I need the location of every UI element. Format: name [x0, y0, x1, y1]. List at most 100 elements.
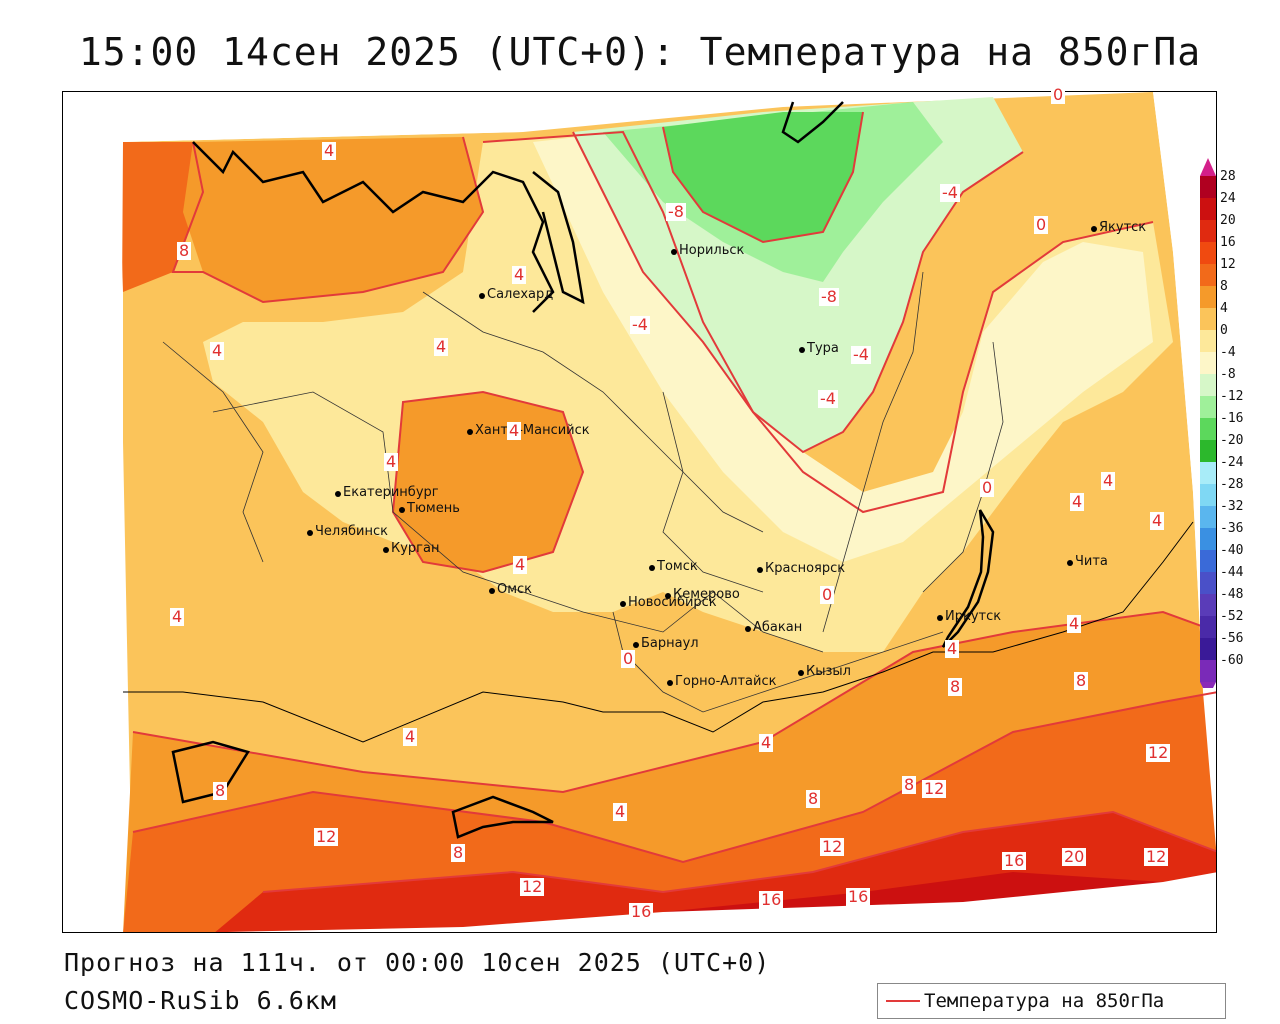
isotherm-value-label: 20	[1062, 847, 1087, 866]
city-label: Красноярск	[765, 561, 846, 576]
city-marker	[671, 249, 677, 255]
isotherm-value-label: 4	[1070, 492, 1085, 511]
isotherm-value-label: 12	[820, 837, 845, 856]
coastline	[781, 101, 844, 144]
colorbar-tick-label: -8	[1220, 367, 1236, 382]
isotherm-value-label: 4	[1101, 471, 1116, 490]
isotherm-value-label: 0	[621, 649, 636, 668]
city-label: Челябинск	[315, 524, 389, 539]
city-label: Кызыл	[806, 664, 851, 679]
isotherm-value-label: 8	[948, 677, 963, 696]
isotherm-value-label: 0	[1034, 215, 1049, 234]
isotherm-value-label: -4	[818, 389, 838, 408]
colorbar-tick-label: -60	[1220, 653, 1244, 668]
city-marker	[757, 567, 763, 573]
legend: Температура на 850гПа	[877, 983, 1226, 1019]
isotherm-value-label: 8	[902, 775, 917, 794]
city-label: Иркутск	[945, 609, 1002, 624]
isotherm-value-label: 8	[177, 241, 192, 260]
city-label: Ханты-Мансийск	[475, 423, 590, 438]
city-marker	[665, 593, 671, 599]
colorbar-swatch	[1200, 484, 1216, 506]
city-marker	[798, 670, 804, 676]
isotherm-line	[262, 810, 1216, 894]
city-marker	[467, 429, 473, 435]
city-label: Омск	[497, 582, 533, 597]
colorbar-tick-label: 28	[1220, 169, 1236, 184]
colorbar-tick-label: -44	[1220, 565, 1244, 580]
isotherm-value-label: -8	[666, 202, 686, 221]
isotherm-value-label: -4	[630, 315, 650, 334]
colorbar-tick-label: -48	[1220, 587, 1244, 602]
colorbar-swatch	[1200, 528, 1216, 550]
city-marker	[620, 601, 626, 607]
domain-mask-s	[227, 872, 1216, 932]
city-label: Томск	[657, 559, 698, 574]
isotherm-line	[662, 111, 864, 244]
field-pale	[533, 132, 1153, 562]
isotherm-value-label: 8	[213, 781, 228, 800]
legend-line-swatch	[886, 1000, 920, 1002]
city-marker	[745, 626, 751, 632]
boundary	[212, 391, 824, 653]
city-label: Екатеринбург	[343, 485, 439, 500]
city-label: Новосибирск	[628, 595, 717, 610]
isotherm-line	[482, 130, 1154, 514]
colorbar-tick-label: -12	[1220, 389, 1244, 404]
city-label: Кемерово	[673, 587, 740, 602]
colorbar-swatch	[1200, 176, 1216, 198]
isotherm-lines	[132, 111, 1216, 894]
isotherm-value-label: 12	[1146, 743, 1171, 762]
city-label: Якутск	[1099, 220, 1147, 235]
isotherm-value-label: 8	[806, 789, 821, 808]
colorbar-tick-label: -52	[1220, 609, 1244, 624]
colorbar-tick-label: -16	[1220, 411, 1244, 426]
isotherm-value-label: 4	[170, 607, 185, 626]
city-marker	[937, 615, 943, 621]
colorbar-swatch	[1200, 418, 1216, 440]
isotherm-value-label: 12	[922, 779, 947, 798]
isotherm-line	[132, 691, 1216, 864]
colorbar-swatch	[1200, 308, 1216, 330]
city-label: Тюмень	[407, 501, 460, 516]
isotherm-value-label: 16	[759, 890, 784, 909]
city-label: Барнаул	[641, 636, 699, 651]
isotherm-value-label: 12	[520, 877, 545, 896]
isotherm-value-label: -4	[851, 345, 871, 364]
colorbar-tick-label: -56	[1220, 631, 1244, 646]
colorbar	[1198, 158, 1258, 698]
isotherm-value-label: 4	[322, 141, 337, 160]
colorbar-tick-label: -4	[1220, 345, 1236, 360]
coastlines	[171, 101, 995, 839]
colorbar-tick-label: -24	[1220, 455, 1244, 470]
colorbar-tick-label: 8	[1220, 279, 1228, 294]
boundary	[422, 291, 764, 533]
colorbar-scale	[1200, 158, 1216, 698]
city-marker	[399, 507, 405, 513]
temperature-map	[62, 91, 1217, 933]
isotherm-value-label: 0	[820, 585, 835, 604]
map-canvas	[63, 92, 1216, 932]
colorbar-tick-label: -32	[1220, 499, 1244, 514]
lake-baikal	[941, 509, 995, 648]
colorbar-swatch	[1200, 264, 1216, 286]
colorbar-swatch	[1200, 660, 1216, 682]
isotherm-value-label: 12	[314, 827, 339, 846]
colorbar-swatch	[1200, 462, 1216, 484]
colorbar-swatch	[1200, 440, 1216, 462]
isotherm-value-label: 16	[629, 902, 654, 921]
colorbar-swatch	[1200, 572, 1216, 594]
isotherm-value-label: 4	[384, 452, 399, 471]
coastline	[532, 171, 585, 305]
city-label: Норильск	[679, 243, 745, 258]
city-marker	[489, 588, 495, 594]
colorbar-swatch	[1200, 396, 1216, 418]
isotherm-value-label: 4	[403, 727, 418, 746]
boundary	[162, 341, 264, 563]
isotherm-value-label: 16	[1002, 851, 1027, 870]
city-marker	[1091, 226, 1097, 232]
colorbar-tick-label: -40	[1220, 543, 1244, 558]
isotherm-line	[572, 131, 1024, 454]
domain-mask-ne	[783, 92, 1216, 848]
colorbar-swatch	[1200, 286, 1216, 308]
